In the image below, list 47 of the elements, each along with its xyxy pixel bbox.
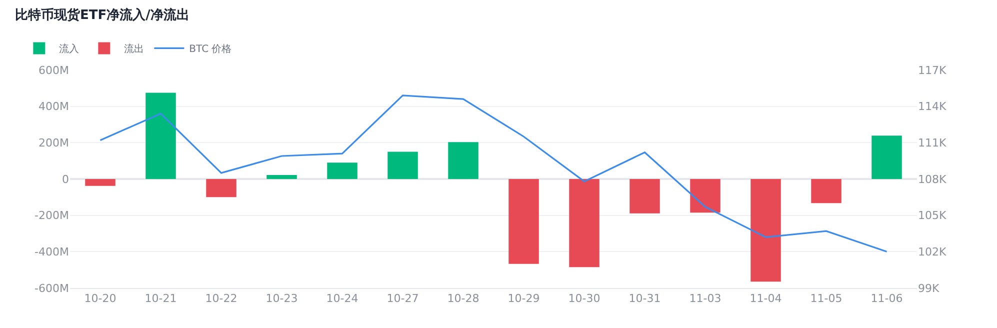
y-tick-label: -600M <box>34 282 69 295</box>
x-tick-label: 10-21 <box>144 292 177 306</box>
y2-tick-label: 108K <box>918 172 947 186</box>
x-tick-label: 10-28 <box>447 292 480 306</box>
y-tick-label: 400M <box>38 100 69 114</box>
bar <box>327 162 358 179</box>
bar <box>750 179 781 282</box>
x-tick-label: 10-20 <box>84 292 116 306</box>
bar <box>630 179 660 214</box>
y2-tick-label: 105K <box>918 209 947 222</box>
bar <box>388 152 418 179</box>
bar <box>811 179 842 204</box>
legend-label: BTC 价格 <box>189 43 232 56</box>
bar <box>206 179 236 198</box>
y-tick-label: 600M <box>38 64 69 77</box>
x-tick-label: 11-04 <box>750 292 782 306</box>
y-tick-label: -200M <box>34 209 69 222</box>
bar <box>569 179 600 268</box>
bar <box>872 136 902 179</box>
x-tick-label: 10-27 <box>386 292 419 306</box>
x-tick-label: 10-29 <box>508 292 540 306</box>
y2-tick-label: 114K <box>918 100 947 114</box>
bar <box>690 179 720 213</box>
y2-tick-label: 99K <box>918 282 940 295</box>
y2-tick-label: 102K <box>918 246 947 259</box>
chart-title: 比特币现货ETF净流入/净流出 <box>14 6 190 23</box>
x-tick-label: 10-23 <box>266 292 298 306</box>
bar <box>448 142 478 179</box>
legend-label: 流出 <box>124 43 144 56</box>
x-tick-label: 10-31 <box>628 292 661 306</box>
bar <box>266 175 297 179</box>
x-tick-label: 11-06 <box>870 292 903 306</box>
x-tick-label: 10-30 <box>568 292 600 306</box>
bar <box>146 92 176 179</box>
x-tick-label: 10-22 <box>205 292 238 306</box>
bar <box>508 179 539 264</box>
line-series <box>99 94 888 252</box>
x-tick-label: 11-03 <box>689 292 722 306</box>
y-tick-label: 0 <box>62 172 69 186</box>
legend-label: 流入 <box>59 43 80 56</box>
y-tick-label: -400M <box>34 246 69 259</box>
y-tick-label: 200M <box>38 136 69 150</box>
x-tick-label: 11-05 <box>810 292 842 306</box>
x-tick-label: 10-24 <box>326 292 358 306</box>
y2-tick-label: 111K <box>918 136 947 150</box>
bar <box>85 179 116 186</box>
y2-tick-label: 117K <box>918 64 947 77</box>
